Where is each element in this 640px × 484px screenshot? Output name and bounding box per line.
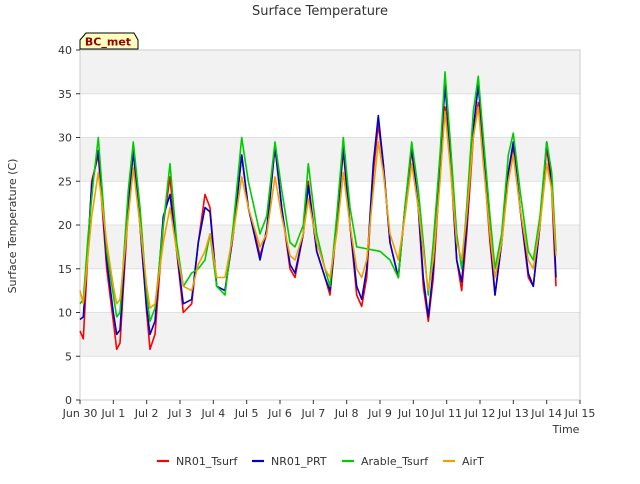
annotation-label: BC_met [85, 36, 131, 49]
legend-label: NR01_Tsurf [176, 455, 238, 468]
y-tick-label: 5 [65, 350, 72, 363]
y-tick-label: 20 [58, 219, 72, 232]
x-axis-ticks: Jun 30 Jul 1 Jul 2 Jul 3 Jul 4 Jul 5 Jul 6 Jul … [62, 400, 596, 420]
chart-title: Surface Temperature [252, 4, 388, 19]
legend: NR01_Tsurf NR01_PRT Arable_Tsurf AirT [157, 455, 484, 468]
y-tick-label: 25 [58, 175, 72, 188]
x-tick-label: Jul 15 [564, 407, 596, 420]
background-band [80, 312, 580, 357]
y-tick-label: 15 [58, 263, 72, 276]
y-axis-ticks: 0 5 10 15 20 25 30 35 40 [58, 44, 80, 407]
series-lines [79, 71, 557, 351]
x-tick-label: Jul 4 [200, 407, 225, 420]
y-tick-label: 30 [58, 132, 72, 145]
x-tick-label: Jul 10 [397, 407, 429, 420]
series-line-arable_tsurf [79, 71, 557, 323]
y-axis-label: Surface Temperature (C) [6, 159, 19, 294]
x-axis-label: Time [552, 423, 580, 436]
y-tick-label: 10 [58, 307, 72, 320]
x-tick-label: Jul 8 [334, 407, 359, 420]
legend-label: Arable_Tsurf [361, 455, 429, 468]
annotation-box-shape [79, 32, 139, 50]
y-tick-label: 35 [58, 88, 72, 101]
legend-label: NR01_PRT [271, 455, 327, 468]
x-tick-label: Jul 5 [234, 407, 259, 420]
x-tick-label: Jun 30 [62, 407, 98, 420]
x-tick-label: Jul 11 [430, 407, 462, 420]
x-tick-label: Jul 13 [497, 407, 529, 420]
x-tick-label: Jul 6 [267, 407, 292, 420]
x-tick-label: Jul 12 [464, 407, 496, 420]
y-tick-label: 40 [58, 44, 72, 57]
background-band [80, 137, 580, 182]
series-line-airt [79, 106, 557, 309]
x-tick-label: Jul 14 [530, 407, 562, 420]
background-band [80, 225, 580, 269]
legend-label: AirT [462, 455, 484, 468]
annotation-box: BC_met [79, 32, 139, 50]
x-tick-label: Jul 7 [300, 407, 325, 420]
x-tick-label: Jul 1 [100, 407, 125, 420]
background-band [80, 93, 580, 138]
background-band [80, 356, 580, 400]
x-tick-label: Jul 9 [367, 407, 392, 420]
x-tick-label: Jul 3 [167, 407, 192, 420]
x-tick-label: Jul 2 [134, 407, 159, 420]
y-tick-label: 0 [65, 394, 72, 407]
background-band [80, 50, 580, 94]
